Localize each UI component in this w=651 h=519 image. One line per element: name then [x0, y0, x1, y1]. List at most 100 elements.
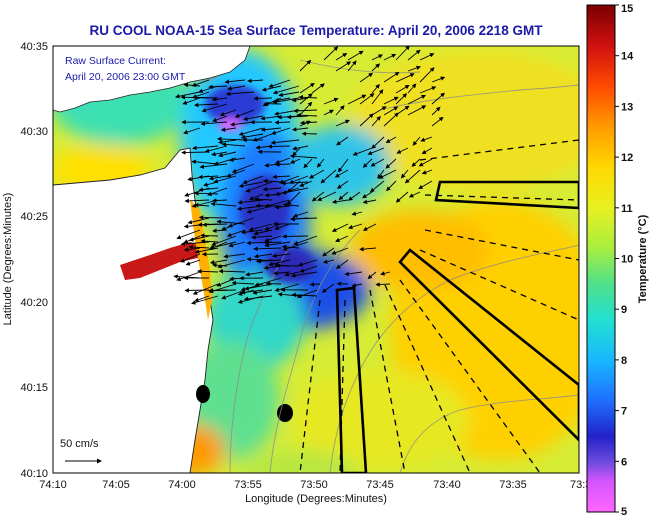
- current-vector: [261, 85, 282, 92]
- current-vector: [311, 191, 325, 202]
- current-vector: [252, 289, 273, 295]
- y-tick-label: 40:30: [20, 126, 48, 138]
- current-vector: [212, 228, 228, 233]
- current-vector: [351, 211, 363, 216]
- current-vector: [227, 85, 246, 91]
- colorbar-tick-label: 11: [621, 203, 633, 215]
- colorbar-tick-label: 13: [621, 101, 633, 113]
- current-vector: [316, 158, 325, 168]
- current-vector: [291, 271, 318, 278]
- chart-title: RU COOL NOAA-15 Sea Surface Temperature:…: [90, 23, 544, 38]
- current-vector: [296, 289, 318, 299]
- current-vector: [253, 197, 273, 202]
- x-tick-label: 73:45: [366, 479, 394, 491]
- current-vector: [347, 50, 364, 61]
- current-vector: [385, 136, 397, 144]
- current-vector: [331, 223, 349, 232]
- x-tick-label: 73:40: [433, 479, 461, 491]
- current-vector: [182, 97, 201, 105]
- current-vector: [278, 91, 300, 98]
- current-vector: [337, 158, 349, 173]
- current-vector: [320, 169, 337, 184]
- current-vector: [198, 215, 228, 220]
- current-vector: [421, 147, 433, 155]
- current-vector: [184, 198, 210, 204]
- current-vector: [237, 295, 264, 304]
- current-vector: [386, 180, 397, 192]
- current-vector: [348, 223, 363, 230]
- current-vector: [274, 162, 291, 167]
- current-vector: [323, 97, 339, 105]
- current-vector: [336, 180, 349, 189]
- current-vector: [292, 147, 301, 157]
- current-vector: [395, 46, 410, 61]
- current-vector: [253, 229, 273, 236]
- current-vector: [332, 199, 349, 204]
- annotation-line-2: April 20, 2006 23:00 GMT: [65, 71, 186, 83]
- current-vector: [383, 96, 399, 105]
- current-vector: [335, 235, 349, 242]
- x-tick-label: 73:35: [499, 479, 527, 491]
- current-vector: [407, 94, 427, 105]
- current-vector: [221, 223, 237, 231]
- current-vector: [367, 271, 377, 280]
- current-vector: [371, 54, 384, 61]
- current-vector: [210, 201, 237, 207]
- current-vector: [359, 246, 377, 252]
- current-vector: [274, 97, 291, 103]
- current-vector: [317, 191, 337, 201]
- current-vector: [289, 216, 318, 222]
- plot-frame: [52, 45, 580, 474]
- current-vector: [191, 295, 219, 305]
- current-vector: [396, 147, 409, 154]
- current-vector: [407, 83, 417, 94]
- y-axis-label: Latitude (Degrees:Minutes): [2, 193, 14, 326]
- current-vector: [262, 178, 282, 184]
- current-vector: [184, 288, 210, 293]
- current-vector: [351, 283, 363, 288]
- current-vector: [431, 116, 444, 127]
- current-vector: [404, 169, 421, 184]
- current-vector: [359, 93, 375, 105]
- current-vector: [375, 282, 391, 287]
- current-vector: [400, 169, 409, 179]
- colorbar-tick-label: 15: [621, 3, 633, 15]
- current-vector: [299, 82, 315, 94]
- current-vector: [264, 240, 282, 245]
- current-vector: [192, 145, 219, 151]
- current-vector: [188, 244, 210, 250]
- current-vector: [371, 84, 380, 94]
- current-vector: [419, 67, 435, 83]
- current-vector: [421, 169, 433, 175]
- current-vector: [264, 223, 282, 231]
- current-vector: [234, 109, 255, 118]
- current-vector: [187, 217, 210, 225]
- colorbar-tick-label: 9: [621, 304, 627, 316]
- x-axis: 74:10 74:05 74:00 73:55 73:50 73:45 73:4…: [39, 479, 591, 505]
- current-vector: [251, 235, 273, 240]
- current-vector: [293, 108, 318, 114]
- current-vector: [292, 211, 309, 218]
- current-vector: [367, 147, 385, 156]
- current-vector: [176, 271, 201, 282]
- x-axis-label: Longitude (Degrees:Minutes): [245, 493, 387, 505]
- current-vector: [181, 150, 210, 155]
- colorbar-tick-label: 8: [621, 355, 627, 367]
- current-vector: [218, 139, 237, 145]
- current-vector: [219, 109, 237, 117]
- current-vector: [299, 120, 311, 127]
- current-vector: [240, 133, 264, 140]
- current-vector: [212, 262, 228, 268]
- current-vector: [431, 92, 445, 105]
- y-tick-label: 40:20: [20, 297, 48, 309]
- current-vector: [419, 53, 435, 61]
- current-vector: [282, 241, 309, 251]
- current-vector: [253, 246, 282, 252]
- current-vector: [286, 191, 301, 206]
- current-vector: [238, 127, 264, 136]
- y-axis: 40:35 40:30 40:25 40:20 40:15 40:10 Lati…: [2, 41, 48, 480]
- current-vector: [383, 112, 399, 127]
- current-vector: [211, 198, 228, 203]
- current-vector: [194, 295, 210, 302]
- colorbar-tick-label: 6: [621, 456, 627, 468]
